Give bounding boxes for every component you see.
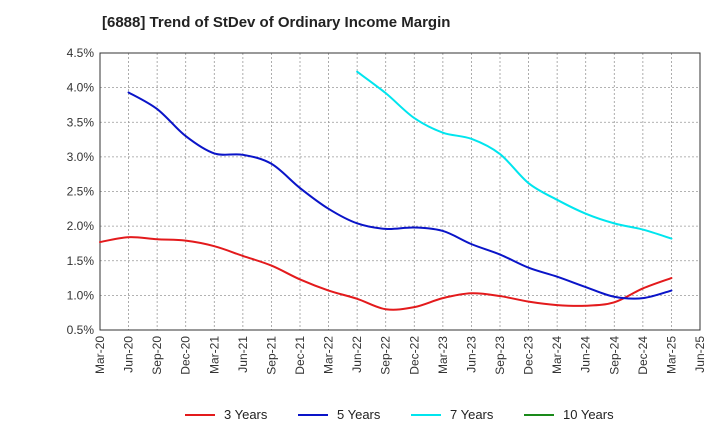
plot-frame bbox=[99, 52, 701, 331]
series-lines bbox=[99, 70, 673, 311]
y-tick-label: 2.5% bbox=[67, 185, 95, 199]
x-tick-label: Mar-23 bbox=[436, 336, 450, 374]
y-tick-label: 1.5% bbox=[67, 254, 95, 268]
x-tick-label: Jun-21 bbox=[236, 336, 250, 373]
x-tick-label: Mar-25 bbox=[664, 336, 678, 374]
x-tick-label: Dec-24 bbox=[636, 336, 650, 375]
series-line-5-years bbox=[127, 91, 673, 300]
series-line-7-years bbox=[356, 70, 673, 240]
x-axis: Mar-20 Jun-20 Sep-20 Dec-20 Mar-21 Jun-21 Sep-… bbox=[93, 336, 707, 375]
x-tick-label: Jun-24 bbox=[579, 336, 593, 373]
x-tick-label: Sep-23 bbox=[493, 336, 507, 375]
chart-title: [6888] Trend of StDev of Ordinary Income… bbox=[102, 14, 451, 31]
x-tick-label: Dec-21 bbox=[293, 336, 307, 375]
x-tick-label: Jun-25 bbox=[693, 336, 707, 373]
x-tick-label: Dec-20 bbox=[179, 336, 193, 375]
x-tick-label: Dec-23 bbox=[522, 336, 536, 375]
legend: 3 Years 5 Years 7 Years 10 Years bbox=[185, 407, 614, 422]
x-tick-label: Jun-20 bbox=[122, 336, 136, 373]
x-tick-label: Sep-21 bbox=[264, 336, 278, 375]
x-tick-label: Jun-23 bbox=[464, 336, 478, 373]
y-tick-label: 2.0% bbox=[67, 219, 95, 233]
x-tick-label: Dec-22 bbox=[407, 336, 421, 375]
x-tick-label: Mar-24 bbox=[550, 336, 564, 374]
grid-lines bbox=[99, 52, 701, 331]
y-tick-label: 3.0% bbox=[67, 150, 95, 164]
y-axis: 0.5% 1.0% 1.5% 2.0% 2.5% 3.0% 3.5% 4.0% 4.5% bbox=[67, 46, 95, 337]
series-line-3-years bbox=[99, 236, 673, 311]
x-tick-label: Sep-20 bbox=[150, 336, 164, 375]
x-tick-label: Mar-21 bbox=[207, 336, 221, 374]
legend-label: 5 Years bbox=[337, 407, 381, 422]
x-tick-label: Jun-22 bbox=[350, 336, 364, 373]
x-tick-label: Mar-20 bbox=[93, 336, 107, 374]
y-tick-label: 4.0% bbox=[67, 81, 95, 95]
y-tick-label: 0.5% bbox=[67, 323, 95, 337]
x-tick-label: Sep-22 bbox=[379, 336, 393, 375]
y-tick-label: 3.5% bbox=[67, 115, 95, 129]
legend-label: 10 Years bbox=[563, 407, 614, 422]
x-tick-label: Sep-24 bbox=[607, 336, 621, 375]
legend-label: 3 Years bbox=[224, 407, 268, 422]
x-tick-label: Mar-22 bbox=[322, 336, 336, 374]
legend-label: 7 Years bbox=[450, 407, 494, 422]
y-tick-label: 4.5% bbox=[67, 46, 95, 60]
y-tick-label: 1.0% bbox=[67, 288, 95, 302]
